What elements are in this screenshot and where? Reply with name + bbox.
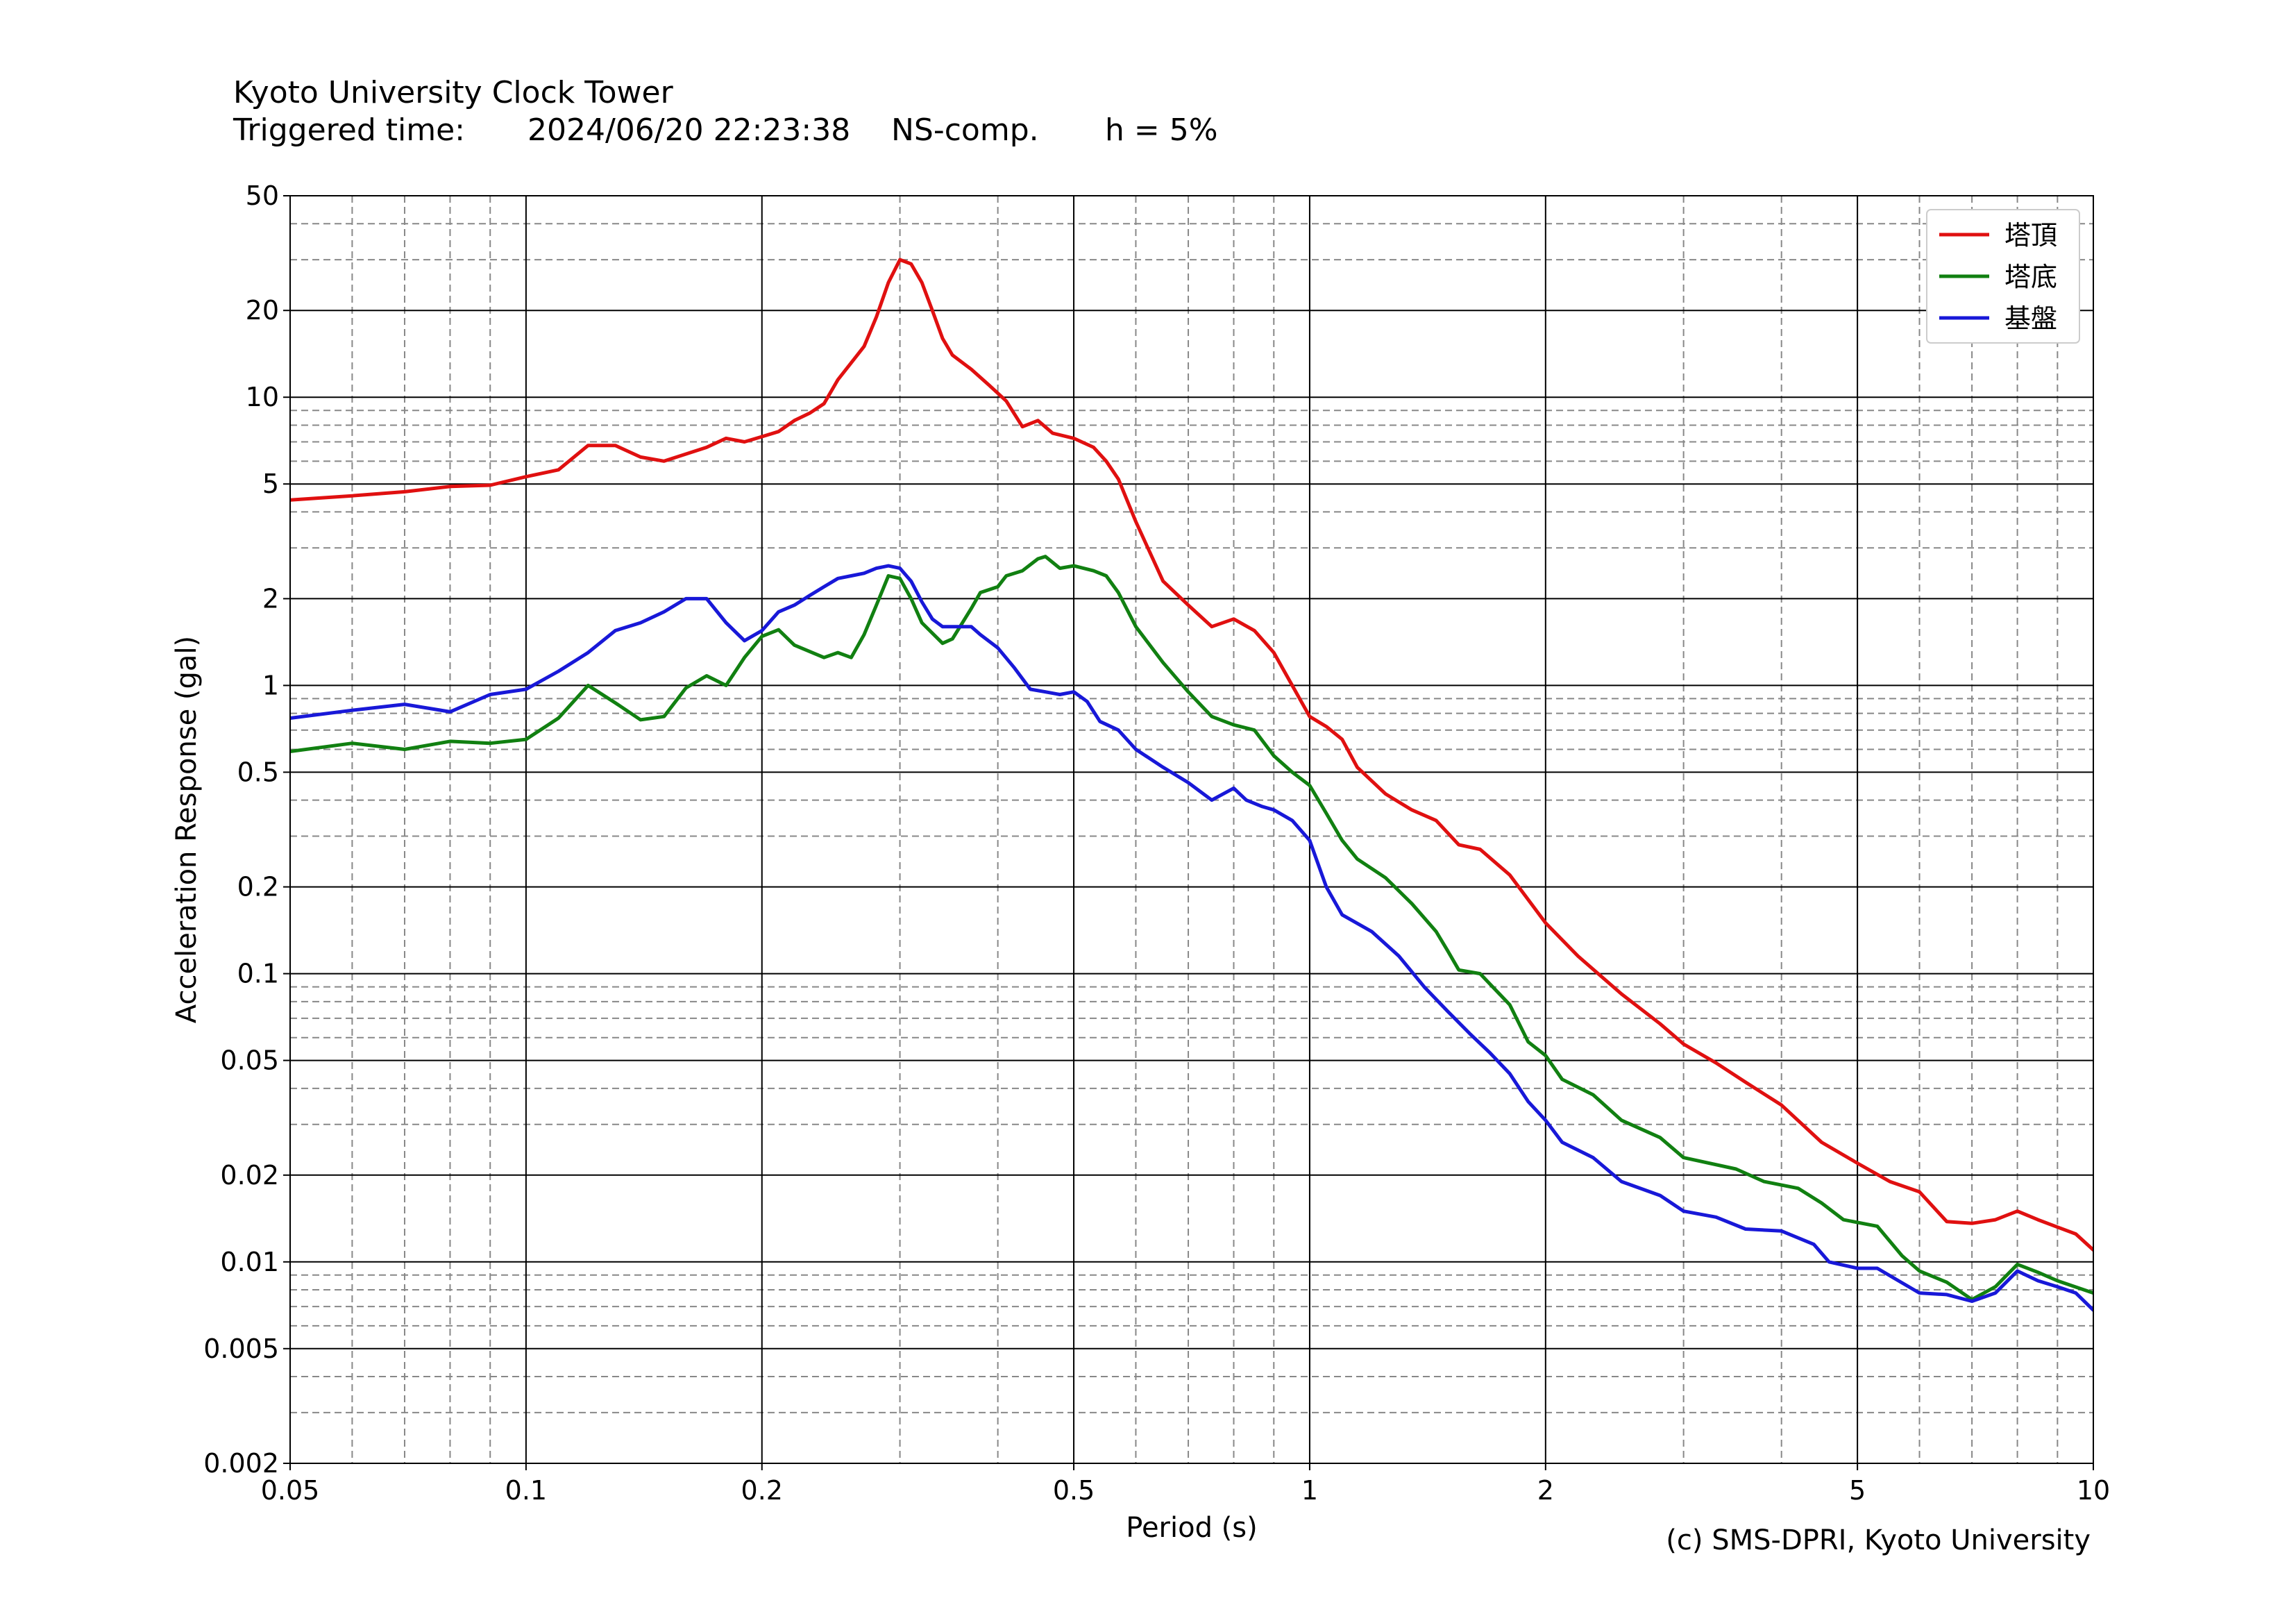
y-tick-label: 0.002 [203, 1448, 279, 1479]
y-tick-label: 0.2 [237, 872, 279, 902]
y-tick-label: 0.5 [237, 757, 279, 787]
triggered-time-label: Triggered time: [233, 112, 465, 148]
minor-grid [290, 196, 2093, 1463]
series-line-1 [290, 258, 2093, 1252]
legend-label-1: 塔頂 [2004, 220, 2057, 251]
major-grid [289, 195, 2094, 1464]
x-tick-label: 0.05 [261, 1475, 320, 1506]
component-label: NS-comp. [891, 112, 1039, 148]
y-tick-label: 5 [262, 469, 279, 499]
y-tick-label: 2 [262, 583, 279, 614]
axis-ticks: 0.05 0.1 0.2 0.5 1 2 5 10 0.002 0.005 0.01 0.02 0.05… [203, 180, 2110, 1506]
triggered-time-value: 2024/06/20 22:23:38 [527, 112, 851, 148]
x-tick-label: 2 [1537, 1475, 1554, 1506]
x-tick-label: 0.2 [741, 1475, 783, 1506]
damping-label: h = 5% [1105, 112, 1218, 148]
y-tick-label: 20 [246, 295, 279, 326]
legend-label-3: 基盤 [2004, 303, 2057, 334]
legend-box [1926, 209, 2080, 344]
x-axis-label: Period (s) [1126, 1512, 1258, 1544]
y-tick-label: 0.005 [203, 1334, 279, 1364]
series-line-3 [290, 564, 2093, 1312]
copyright-text: (c) SMS-DPRI, Kyoto University [1666, 1524, 2091, 1556]
x-tick-label: 0.5 [1053, 1475, 1095, 1506]
x-tick-label: 5 [1849, 1475, 1866, 1506]
y-tick-label: 1 [262, 670, 279, 700]
series-line-2 [290, 555, 2093, 1302]
plot-frame [289, 195, 2094, 1464]
y-tick-label: 10 [246, 382, 279, 412]
y-tick-label: 0.05 [220, 1045, 279, 1076]
series-lines [290, 258, 2093, 1312]
x-tick-label: 10 [2077, 1475, 2110, 1506]
y-tick-label: 50 [246, 180, 279, 211]
y-axis-label: Acceleration Response (gal) [171, 636, 203, 1023]
y-tick-label: 0.1 [237, 959, 279, 989]
y-tick-label: 0.02 [220, 1160, 279, 1191]
y-tick-label: 0.01 [220, 1247, 279, 1277]
legend-label-2: 塔底 [2004, 262, 2057, 292]
x-tick-label: 1 [1301, 1475, 1318, 1506]
chart-title: Kyoto University Clock Tower [233, 75, 673, 110]
x-tick-label: 0.1 [505, 1475, 547, 1506]
